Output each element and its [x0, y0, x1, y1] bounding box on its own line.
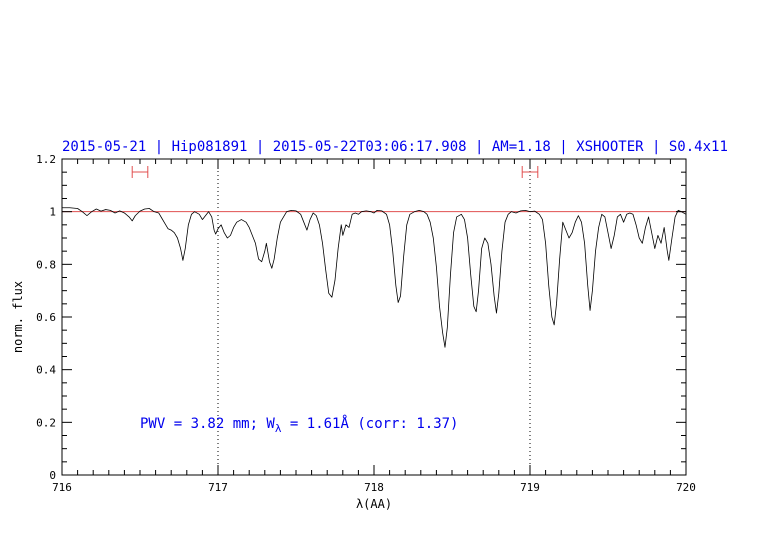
x-axis-label: λ(AA) — [356, 497, 392, 511]
annotation-subscript: λ — [275, 422, 282, 435]
y-tick-label: 1 — [49, 206, 56, 219]
continuum-window-marker — [521, 166, 539, 178]
y-tick-label: 0.4 — [36, 364, 56, 377]
x-tick-label: 717 — [208, 481, 228, 494]
chart-title: 2015-05-21 | Hip081891 | 2015-05-22T03:0… — [62, 139, 728, 155]
x-tick-label: 720 — [676, 481, 696, 494]
y-axis-label: norm. flux — [11, 281, 25, 353]
y-tick-label: 0.8 — [36, 258, 56, 271]
axis-ticks: 716 717 718 719 720 0 0.2 0.4 0.6 0.8 1 1.2 — [36, 153, 696, 494]
x-tick-label: 718 — [364, 481, 384, 494]
spectrum-line — [62, 207, 687, 348]
x-tick-label: 719 — [520, 481, 540, 494]
x-tick-label: 716 — [52, 481, 72, 494]
pwv-annotation: PWV = 3.82 mm; Wλ = 1.61Å (corr: 1.37) — [140, 415, 459, 435]
y-tick-label: 0 — [49, 469, 56, 482]
annotation-suffix: = 1.61Å (corr: 1.37) — [281, 415, 458, 432]
continuum-window-marker — [131, 166, 149, 178]
y-tick-label: 1.2 — [36, 153, 56, 166]
annotation-prefix: PWV = 3.82 mm; W — [140, 416, 275, 432]
y-tick-label: 0.2 — [36, 416, 56, 429]
y-tick-label: 0.6 — [36, 311, 56, 324]
